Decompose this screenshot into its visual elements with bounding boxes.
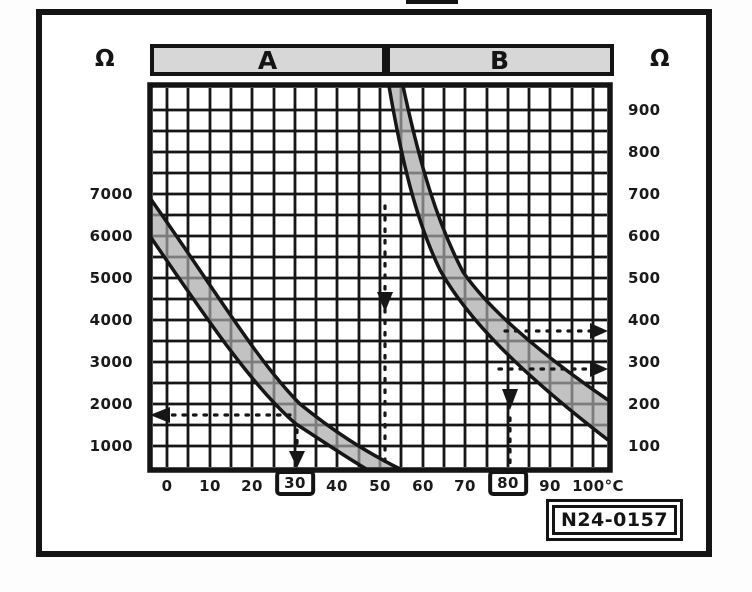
bottom-axis-tick: 90: [539, 477, 561, 495]
grid-lines: [153, 88, 607, 467]
bottom-axis-tick: 20: [241, 477, 263, 495]
right-axis-tick: 100: [628, 437, 661, 455]
range-b-header: B: [386, 44, 614, 76]
right-axis-tick: 200: [628, 395, 661, 413]
bottom-axis-tick: 70: [454, 477, 476, 495]
range-b-label: B: [489, 45, 511, 75]
temp-30-down-arrow-icon: [289, 451, 305, 468]
band-a-lower-curve: [148, 235, 369, 472]
band-b-upper-curve: [401, 85, 609, 402]
right-axis-tick: 300: [628, 353, 661, 371]
bottom-axis-tick: 100°C: [572, 477, 624, 495]
right-axis-tick: 900: [628, 101, 661, 119]
left-axis-tick: 2000: [89, 395, 133, 413]
left-axis-tick: 7000: [89, 185, 133, 203]
right-scale-omega-label: Ω: [650, 46, 670, 72]
range-divider-down-arrow-icon: [377, 292, 393, 312]
temp-80-down-arrow-icon: [502, 389, 518, 410]
left-axis-tick: 1000: [89, 437, 133, 455]
bottom-axis-tick-boxed: 30: [275, 470, 315, 496]
bottom-axis-tick: 0: [161, 477, 173, 495]
right-axis-tick: 600: [628, 227, 661, 245]
bottom-axis-tick: 50: [369, 477, 391, 495]
figure-id-label: N24-0157: [552, 505, 677, 535]
range-a-label: A: [257, 45, 279, 75]
figure-id-box: N24-0157: [546, 499, 683, 541]
right-axis-tick: 500: [628, 269, 661, 287]
bottom-axis-tick: 40: [326, 477, 348, 495]
left-axis-tick: 4000: [89, 311, 133, 329]
plot-border: [147, 82, 613, 473]
b-range-lower-right-arrow-icon: [590, 361, 608, 377]
bottom-axis-tick-boxed: 80: [488, 470, 528, 496]
left-scale-omega-label: Ω: [95, 46, 115, 72]
band-b-lower-curve: [387, 85, 610, 442]
right-axis-tick: 700: [628, 185, 661, 203]
bottom-axis-tick: 60: [412, 477, 434, 495]
left-axis-tick: 6000: [89, 227, 133, 245]
range-a-header: A: [150, 44, 386, 76]
b-range-upper-right-arrow-icon: [590, 323, 608, 339]
band-a-upper-curve: [148, 196, 403, 472]
left-axis-tick: 5000: [89, 269, 133, 287]
right-axis-tick: 800: [628, 143, 661, 161]
bottom-axis-tick: 10: [199, 477, 221, 495]
left-axis-tick: 3000: [89, 353, 133, 371]
right-axis-tick: 400: [628, 311, 661, 329]
a-range-left-arrow-icon: [150, 407, 170, 423]
scan-artifact-mark: [406, 0, 458, 4]
